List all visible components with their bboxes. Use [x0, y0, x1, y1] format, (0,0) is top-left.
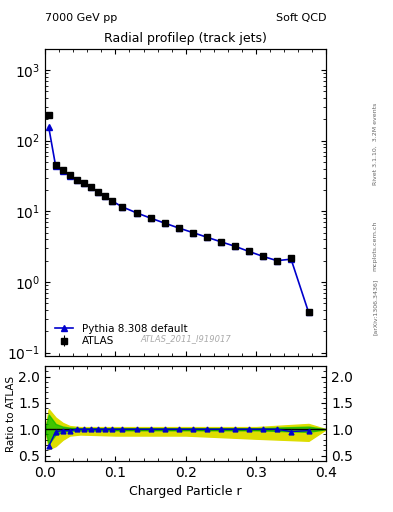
Pythia 8.308 default — [68, 173, 72, 179]
Pythia 8.308 default — [233, 243, 237, 249]
Pythia 8.308 default — [246, 248, 251, 254]
Pythia 8.308 default — [306, 309, 311, 315]
X-axis label: Charged Particle r: Charged Particle r — [129, 485, 242, 498]
Pythia 8.308 default — [95, 188, 100, 195]
Text: [arXiv:1306.3436]: [arXiv:1306.3436] — [373, 279, 378, 335]
Y-axis label: Ratio to ATLAS: Ratio to ATLAS — [6, 375, 16, 452]
Pythia 8.308 default — [103, 193, 107, 199]
Pythia 8.308 default — [110, 198, 114, 204]
Pythia 8.308 default — [261, 253, 265, 260]
Pythia 8.308 default — [120, 204, 125, 210]
Text: 7000 GeV pp: 7000 GeV pp — [45, 13, 118, 23]
Text: Rivet 3.1.10,  3.2M events: Rivet 3.1.10, 3.2M events — [373, 102, 378, 184]
Pythia 8.308 default — [134, 210, 139, 216]
Pythia 8.308 default — [46, 124, 51, 130]
Pythia 8.308 default — [219, 239, 223, 245]
Line: Pythia 8.308 default: Pythia 8.308 default — [46, 124, 311, 315]
Pythia 8.308 default — [148, 215, 153, 221]
Text: mcplots.cern.ch: mcplots.cern.ch — [373, 221, 378, 271]
Pythia 8.308 default — [74, 177, 79, 183]
Pythia 8.308 default — [88, 184, 93, 190]
Pythia 8.308 default — [53, 163, 58, 169]
Title: Radial profileρ (track jets): Radial profileρ (track jets) — [104, 32, 267, 45]
Pythia 8.308 default — [289, 256, 294, 262]
Legend: Pythia 8.308 default, ATLAS: Pythia 8.308 default, ATLAS — [50, 319, 191, 351]
Pythia 8.308 default — [162, 220, 167, 226]
Text: Soft QCD: Soft QCD — [276, 13, 326, 23]
Pythia 8.308 default — [176, 225, 181, 231]
Pythia 8.308 default — [81, 180, 86, 186]
Pythia 8.308 default — [275, 258, 279, 264]
Text: ATLAS_2011_I919017: ATLAS_2011_I919017 — [140, 334, 231, 344]
Pythia 8.308 default — [204, 234, 209, 240]
Pythia 8.308 default — [190, 229, 195, 236]
Pythia 8.308 default — [61, 168, 65, 174]
